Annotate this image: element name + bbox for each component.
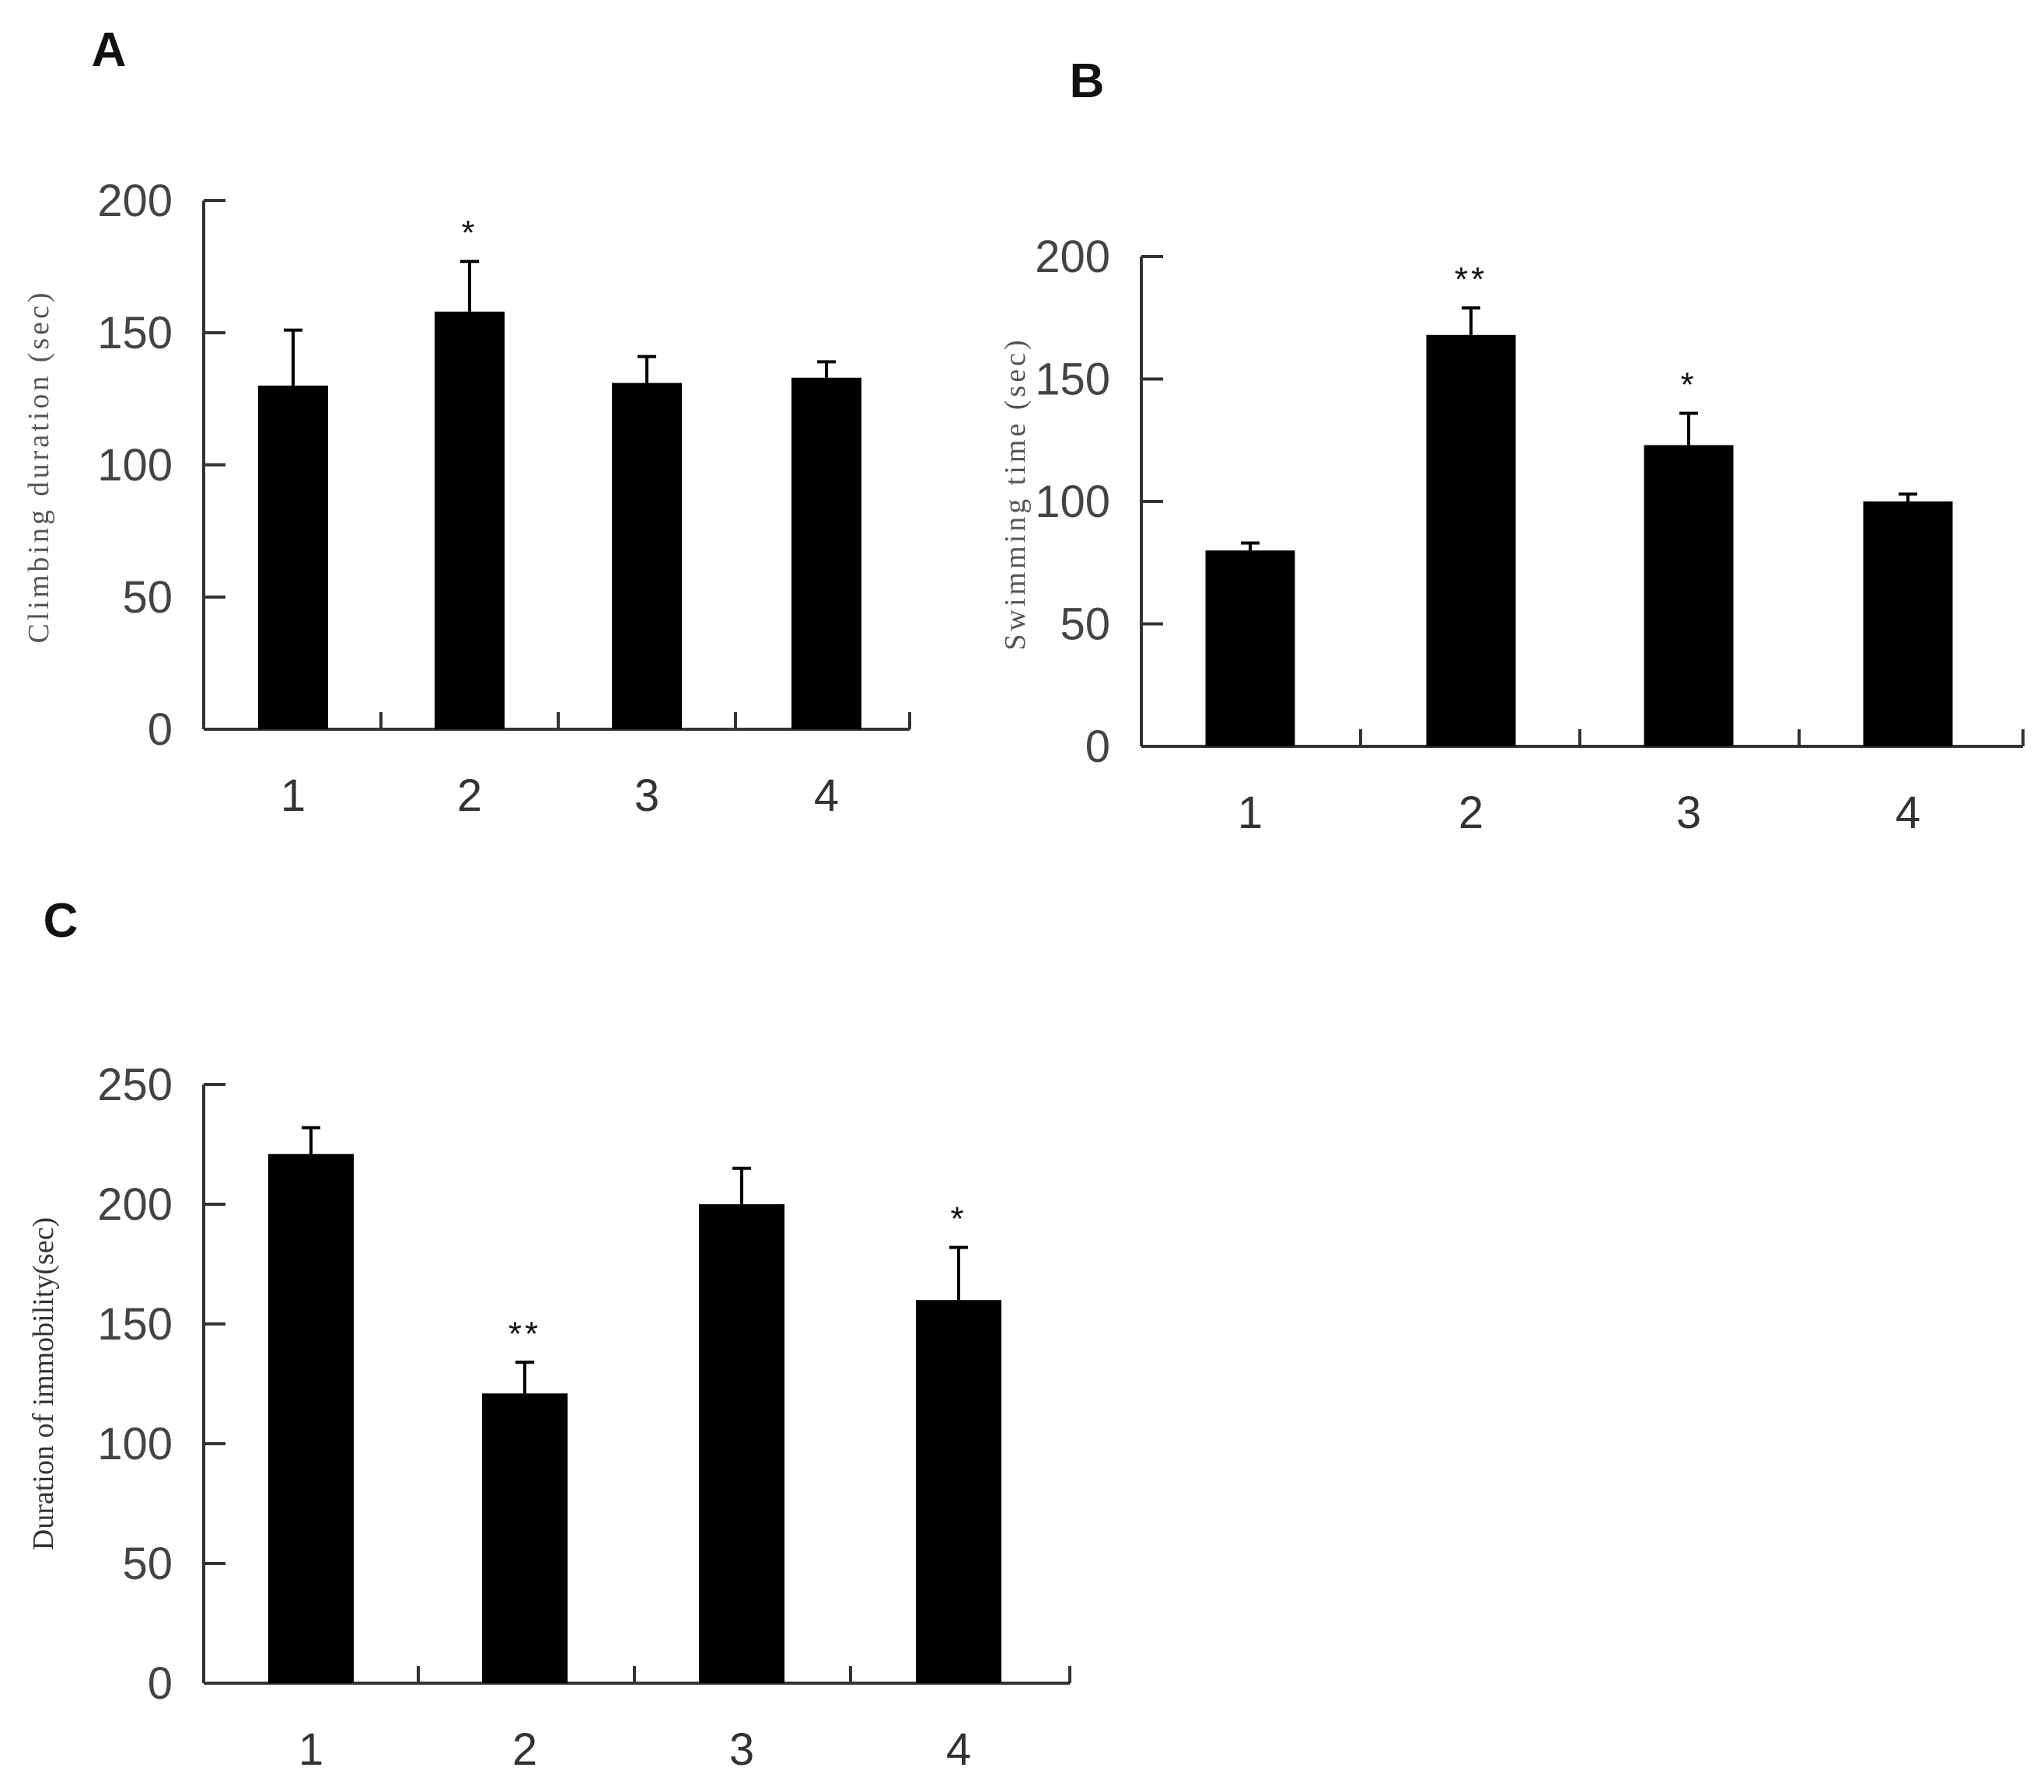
bar xyxy=(435,311,505,729)
category-label: 4 xyxy=(946,1724,971,1775)
y-tick-label: 0 xyxy=(1085,721,1110,772)
bar xyxy=(612,383,682,729)
panel-letter-b: B xyxy=(1070,54,1105,108)
category-label: 3 xyxy=(634,770,659,821)
y-axis-label: Climbing duration (sec) xyxy=(23,289,55,643)
category-label: 3 xyxy=(729,1724,754,1775)
bar xyxy=(258,386,328,729)
significance-label: ** xyxy=(1455,260,1487,299)
y-tick-label: 100 xyxy=(97,440,173,491)
bar xyxy=(791,377,861,729)
bar xyxy=(482,1393,568,1683)
y-axis-label: Swimming time (sec) xyxy=(999,337,1032,650)
y-tick-label: 150 xyxy=(1035,355,1110,405)
category-label: 2 xyxy=(457,770,482,821)
y-tick-label: 50 xyxy=(1060,599,1110,650)
significance-label: ** xyxy=(508,1315,541,1353)
bar xyxy=(1863,501,1953,746)
bar xyxy=(699,1204,784,1683)
bar xyxy=(268,1154,354,1683)
y-axis-label: Duration of immobility(sec) xyxy=(27,1217,60,1550)
y-tick-label: 50 xyxy=(122,1539,173,1589)
bar xyxy=(1644,445,1734,746)
y-tick-label: 150 xyxy=(97,1299,173,1350)
category-label: 1 xyxy=(1238,788,1263,838)
significance-label: * xyxy=(950,1200,966,1238)
bar xyxy=(916,1300,1001,1683)
y-tick-label: 200 xyxy=(1035,232,1110,282)
significance-label: * xyxy=(461,214,477,252)
y-tick-label: 150 xyxy=(97,308,173,358)
y-tick-label: 200 xyxy=(97,176,173,226)
bar xyxy=(1205,550,1295,746)
y-tick-label: 0 xyxy=(148,1658,173,1709)
y-tick-label: 100 xyxy=(97,1419,173,1469)
category-label: 3 xyxy=(1676,788,1701,838)
y-tick-label: 200 xyxy=(97,1179,173,1230)
category-label: 2 xyxy=(1459,788,1483,838)
significance-label: * xyxy=(1680,366,1696,404)
category-label: 1 xyxy=(281,770,306,821)
y-tick-label: 50 xyxy=(122,572,173,623)
category-label: 4 xyxy=(814,770,839,821)
y-tick-label: 250 xyxy=(97,1060,173,1110)
category-label: 1 xyxy=(299,1724,323,1775)
category-label: 4 xyxy=(1896,788,1920,838)
y-tick-label: 0 xyxy=(148,704,173,755)
panel-letter-a: A xyxy=(92,23,127,77)
y-tick-label: 100 xyxy=(1035,477,1110,527)
panel-letter-c: C xyxy=(44,894,79,948)
category-label: 2 xyxy=(512,1724,537,1775)
bar xyxy=(1426,334,1516,746)
